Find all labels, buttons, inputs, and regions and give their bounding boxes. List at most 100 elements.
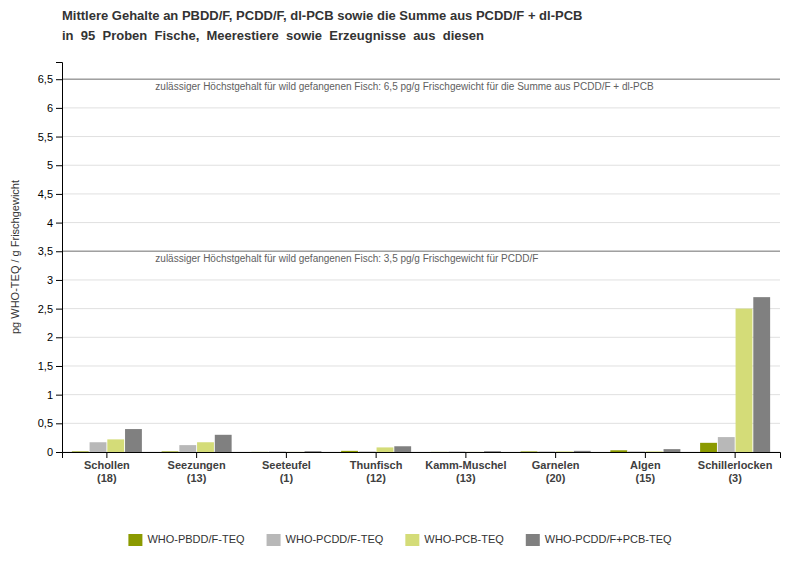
x-tick-label-line: Schillerlocken [698,459,773,471]
bar [107,439,124,452]
bar [341,451,358,452]
bar [431,451,448,452]
y-axis: 00,511,522,533,544,555,566,5 [38,63,63,459]
y-axis-line [56,63,63,453]
y-tick: 3,5 [38,245,62,257]
x-tick-mark [735,452,736,458]
x-tick-label: Garnelen(20) [532,459,580,484]
marks [62,79,780,452]
y-tick: 6,5 [38,73,62,85]
x-tick-label-line: (15) [636,472,656,484]
bar-series [125,297,770,452]
x-tick-label-line: (20) [546,472,566,484]
y-tick-mark [56,280,62,281]
y-tick-mark [56,137,62,138]
y-tick-label: 6,5 [38,73,53,85]
bar [610,450,627,452]
grid-line [62,136,780,137]
x-tick-label: Schollen(18) [84,459,130,484]
y-tick-mark [56,251,62,252]
x-tick: Algen(15) [630,452,661,484]
legend-label: WHO-PCDD/F-TEQ [286,533,384,545]
subtitle: in 95 Proben Fische, Meerestiere sowie E… [62,28,484,43]
x-tick: Seeteufel(1) [262,452,311,484]
bar-series [107,309,752,452]
y-tick: 4 [47,217,62,229]
y-tick-label: 1,5 [38,360,53,372]
x-tick-label: Schillerlocken(3) [698,459,773,484]
title: Mittlere Gehalte an PBDD/F, PCDD/F, dl-P… [62,8,582,23]
y-tick: 0 [47,446,62,458]
x-tick-label-line: Schollen [84,459,130,471]
legend-swatch [267,534,281,546]
bar [449,451,466,452]
legend-item: WHO-PCDD/F-TEQ [267,533,384,546]
reference-line [62,78,780,80]
y-tick: 1 [47,389,62,401]
y-tick-label: 5,5 [38,131,53,143]
grid-line [62,394,780,395]
x-tick-label: Seezungen(13) [168,459,226,484]
y-tick-label: 3,5 [38,245,53,257]
y-tick-mark [56,337,62,338]
y-tick-label: 0,5 [38,417,53,429]
grid-line [62,222,780,223]
x-tick: Garnelen(20) [532,452,580,484]
plot-area: Schollen(18)Seezungen(13)Seeteufel(1)Thu… [38,63,781,485]
bar [377,447,394,452]
bar [628,451,645,452]
bar [736,309,753,452]
x-tick-label: Kamm-Muschel(13) [425,459,506,484]
x-tick-mark [196,452,197,458]
y-tick: 5 [47,159,62,171]
bar [90,442,107,452]
bar [646,451,663,452]
y-tick-mark [56,452,62,453]
bar [484,451,501,452]
y-tick: 0,5 [38,417,62,429]
y-tick-label: 5 [47,159,53,171]
bar [162,451,179,452]
y-tick-mark [56,194,62,195]
grid-line [62,423,780,424]
y-tick-label: 0 [47,446,53,458]
y-tick-label: 2 [47,331,53,343]
legend-swatch [128,534,142,546]
grid-line [62,365,780,366]
grid-line [62,279,780,280]
bar [394,446,411,452]
bar [521,451,538,452]
x-tick: Schillerlocken(3) [698,452,773,484]
legend-item: WHO-PBDD/F-TEQ [128,533,245,546]
x-tick: Thunfisch(12) [350,452,403,484]
y-tick-mark [56,165,62,166]
reference-label: zulässiger Höchstgehalt für wild gefange… [155,81,654,92]
x-tick-label-line: (13) [456,472,476,484]
y-tick-label: 4 [47,217,53,229]
bar [359,451,376,452]
x-tick-label-line: (13) [187,472,207,484]
x-tick-label-line: Seezungen [168,459,226,471]
y-tick-mark [56,423,62,424]
y-tick: 3 [47,274,62,286]
y-tick: 1,5 [38,360,62,372]
bar [251,451,268,452]
reference-line [62,251,780,253]
y-tick-mark [56,108,62,109]
bar [287,451,304,452]
bar [574,451,591,452]
x-axis-line [63,453,781,459]
legend-label: WHO-PCDD/F+PCB-TEQ [545,533,672,545]
y-tick: 2 [47,331,62,343]
grid-line [62,308,780,309]
y-tick-mark [56,309,62,310]
bar [269,451,286,452]
bar [664,449,681,452]
x-tick-label-line: (3) [728,472,742,484]
bar [197,442,214,452]
bar [305,451,322,452]
legend-item: WHO-PCB-TEQ [405,533,504,546]
annotations: zulässiger Höchstgehalt für wild gefange… [155,81,654,264]
legend: WHO-PBDD/F-TEQ WHO-PCDD/F-TEQ WHO-PCB-TEQ W… [128,533,672,546]
x-tick-label-line: Seeteufel [262,459,311,471]
